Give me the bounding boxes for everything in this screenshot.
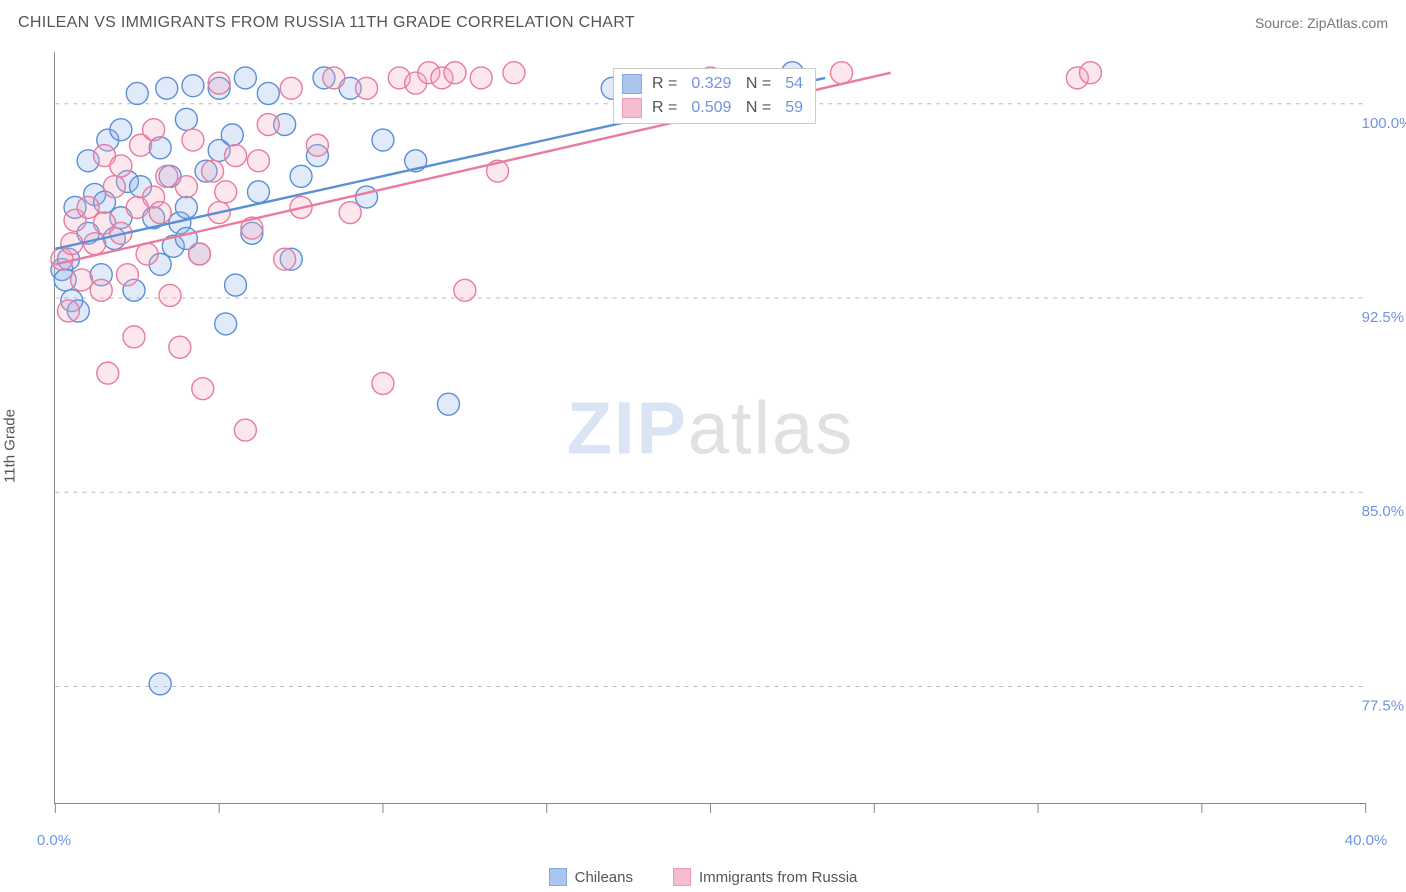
- svg-text:100.0%: 100.0%: [1362, 115, 1406, 132]
- chart-source: Source: ZipAtlas.com: [1255, 15, 1388, 31]
- legend-label-russia: Immigrants from Russia: [699, 869, 857, 886]
- svg-text:92.5%: 92.5%: [1362, 309, 1404, 326]
- legend-item-chileans: Chileans: [549, 868, 633, 886]
- legend-r-value-chileans: 0.329: [691, 72, 731, 96]
- legend-row-russia: R = 0.509 N = 59: [622, 96, 803, 120]
- swatch-chileans-icon: [549, 868, 567, 886]
- chart-title: CHILEAN VS IMMIGRANTS FROM RUSSIA 11TH G…: [18, 14, 635, 32]
- swatch-russia-icon: [622, 98, 642, 118]
- legend-item-russia: Immigrants from Russia: [673, 868, 857, 886]
- legend-n-value-russia: 59: [785, 96, 803, 120]
- chart-header: CHILEAN VS IMMIGRANTS FROM RUSSIA 11TH G…: [0, 0, 1406, 46]
- legend-n-label: N =: [741, 96, 771, 120]
- swatch-chileans-icon: [622, 74, 642, 94]
- x-axis-label-min: 0.0%: [37, 832, 71, 849]
- legend-r-value-russia: 0.509: [691, 96, 731, 120]
- plot-svg: 77.5%85.0%92.5%100.0%: [55, 52, 1366, 803]
- legend-n-value-chileans: 54: [785, 72, 803, 96]
- legend-label-chileans: Chileans: [575, 869, 633, 886]
- legend-row-chileans: R = 0.329 N = 54: [622, 72, 803, 96]
- svg-text:85.0%: 85.0%: [1362, 503, 1404, 520]
- svg-text:77.5%: 77.5%: [1362, 697, 1404, 714]
- swatch-russia-icon: [673, 868, 691, 886]
- legend-r-label: R =: [652, 96, 677, 120]
- x-axis-label-max: 40.0%: [1345, 832, 1388, 849]
- legend-n-label: N =: [741, 72, 771, 96]
- series-legend: Chileans Immigrants from Russia: [0, 868, 1406, 886]
- scatter-plot: 77.5%85.0%92.5%100.0% ZIPatlas R = 0.329…: [54, 52, 1366, 804]
- y-axis-label: 11th Grade: [2, 409, 19, 483]
- legend-r-label: R =: [652, 72, 677, 96]
- correlation-legend-box: R = 0.329 N = 54 R = 0.509 N = 59: [613, 68, 816, 124]
